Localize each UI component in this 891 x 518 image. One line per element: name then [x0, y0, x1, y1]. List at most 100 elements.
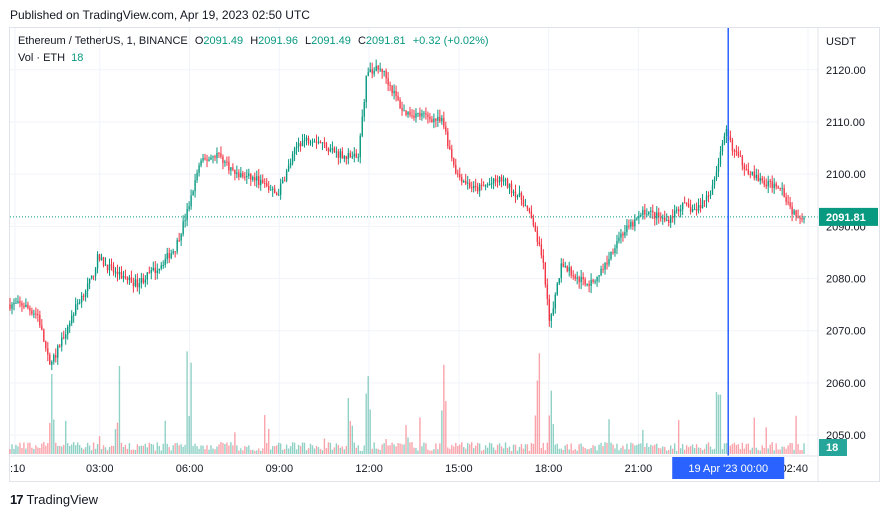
volume-bar — [214, 449, 216, 454]
volume-bar — [502, 448, 505, 454]
candle-body — [751, 171, 753, 175]
volume-bar — [630, 442, 632, 454]
candle-body — [526, 205, 529, 209]
candle-body — [781, 188, 783, 190]
volume-bar — [317, 447, 320, 454]
volume-bar — [176, 442, 178, 454]
candle-body — [154, 267, 156, 273]
footer-brand[interactable]: 17 TradingView — [10, 492, 98, 507]
volume-bar — [254, 450, 256, 454]
volume-bar — [236, 445, 238, 454]
volume-bar — [303, 442, 306, 454]
volume-bar — [35, 445, 37, 454]
candle-body — [677, 209, 680, 212]
candle-body — [773, 183, 775, 189]
volume-bar — [57, 445, 59, 454]
candle-body — [61, 337, 63, 347]
candle-body — [476, 186, 479, 192]
volume-bar — [118, 366, 121, 454]
volume-bar — [273, 446, 276, 454]
candle-body — [785, 196, 787, 202]
volume-bar — [427, 449, 429, 454]
candle-body — [492, 178, 495, 184]
volume-bar — [41, 443, 43, 454]
candle-body — [419, 112, 421, 117]
candle-body — [719, 151, 722, 164]
candle-body — [248, 173, 250, 176]
volume-bar — [461, 442, 463, 454]
y-tick-label: 2070.00 — [826, 326, 866, 338]
candle-body — [586, 283, 588, 285]
candle-body — [747, 169, 750, 174]
volume-bar — [590, 447, 592, 454]
candle-body — [355, 153, 357, 158]
volume-bar — [92, 442, 95, 454]
candle-body — [504, 179, 507, 181]
volume-bar — [61, 446, 63, 454]
candle-body — [588, 283, 590, 286]
candle-body — [451, 149, 453, 159]
volume-bar — [170, 450, 172, 454]
volume-bar — [194, 443, 196, 454]
candle-body — [357, 157, 359, 159]
volume-bar — [616, 443, 618, 454]
candle-body — [602, 268, 604, 270]
candle-body — [210, 157, 212, 160]
candle-body — [190, 195, 192, 207]
candle-body — [226, 161, 228, 163]
volume-bar — [640, 443, 642, 454]
candle-body — [409, 111, 411, 116]
volume-bar — [520, 444, 523, 454]
candle-body — [558, 278, 560, 284]
volume-bar — [797, 443, 799, 454]
candle-body — [564, 266, 566, 268]
candle-body — [218, 152, 220, 154]
volume-bar — [717, 394, 720, 454]
candle-body — [321, 142, 324, 144]
volume-bar — [761, 445, 763, 454]
volume-bar — [602, 446, 604, 454]
volume-bar — [660, 448, 662, 454]
volume-bar — [150, 443, 152, 454]
candle-body — [37, 313, 39, 315]
candle-body — [801, 218, 803, 220]
candle-body — [142, 277, 145, 283]
candle-body — [23, 305, 25, 307]
candle-body — [311, 141, 314, 143]
x-tick-label: 06:00 — [176, 463, 204, 475]
candle-body — [130, 277, 133, 283]
volume-bar — [803, 443, 805, 454]
volume-bar — [323, 438, 326, 454]
volume-bar — [628, 449, 630, 454]
volume-bar — [186, 351, 188, 454]
volume-bar — [777, 449, 779, 454]
volume-bar — [202, 445, 204, 454]
volume-bar — [594, 446, 596, 454]
candle-body — [425, 113, 427, 115]
candle-body — [268, 186, 270, 190]
candle-body — [701, 200, 704, 209]
volume-bar — [190, 362, 192, 454]
volume-bar — [540, 448, 543, 454]
volume-bar — [333, 447, 336, 454]
candle-body — [381, 68, 383, 73]
candle-body — [737, 152, 740, 156]
volume-bar — [277, 442, 280, 454]
volume-bar — [156, 442, 158, 454]
candle-body — [658, 212, 660, 218]
candle-body — [463, 181, 465, 183]
volume-bar — [725, 443, 728, 454]
candle-body — [447, 131, 449, 147]
volume-bar — [411, 442, 413, 454]
candle-body — [307, 137, 310, 143]
volume-bar — [783, 446, 785, 454]
y-tick-label: 2100.00 — [826, 169, 866, 181]
candle-body — [620, 233, 622, 238]
candle-body — [443, 117, 445, 127]
candle-body — [80, 295, 83, 303]
candle-body — [264, 183, 266, 185]
volume-bar — [331, 449, 334, 454]
volume-bar — [508, 446, 511, 454]
candle-body — [693, 209, 696, 211]
